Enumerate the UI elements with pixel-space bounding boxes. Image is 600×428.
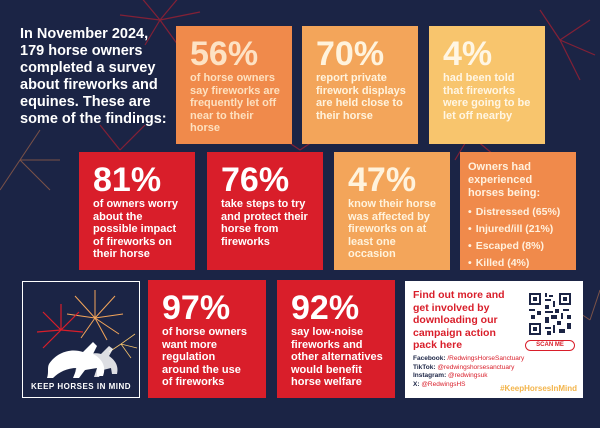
campaign-hashtag: #KeepHorsesInMind [500, 384, 577, 393]
stat-text: of horse owners want more regulation aro… [162, 326, 247, 388]
experienced-tile: Owners had experienced horses being: Dis… [460, 152, 576, 270]
call-to-action-box: Find out more and get involved by downlo… [405, 281, 583, 398]
scan-me-badge: SCAN ME [525, 340, 575, 351]
x-label: X: [413, 380, 420, 388]
list-item: Killed (4%) [468, 255, 568, 270]
stat-text: know their horse was affected by firewor… [348, 198, 437, 260]
stat-tile-47: 47% know their horse was affected by fir… [334, 152, 450, 270]
stat-text: take steps to try and protect their hors… [221, 198, 308, 248]
stat-text: of horse owners say fireworks are freque… [190, 72, 280, 134]
intro-text: In November 2024, 179 horse owners compl… [20, 26, 167, 127]
social-links: Facebook: /RedwingsHorseSanctuary TikTok… [413, 355, 583, 389]
stat-value: 56% [190, 35, 259, 73]
instagram-line[interactable]: Instagram: @redwingsuk [413, 372, 583, 381]
stat-value: 47% [348, 161, 417, 199]
tiktok-label: TikTok: [413, 363, 436, 371]
list-item: Escaped (8%) [468, 238, 568, 255]
stat-tile-92: 92% say low-noise fireworks and other al… [277, 280, 395, 398]
stat-text: of owners worry about the possible impac… [93, 198, 178, 260]
logo-caption: KEEP HORSES IN MIND [30, 382, 132, 391]
firework-horse-icon [36, 290, 138, 378]
stat-value: 81% [93, 161, 162, 199]
stat-tile-81: 81% of owners worry about the possible i… [79, 152, 195, 270]
experienced-list: Distressed (65%) Injured/ill (21%) Escap… [468, 204, 568, 270]
list-item: Distressed (65%) [468, 204, 568, 221]
facebook-label: Facebook: [413, 355, 446, 362]
instagram-handle: @redwingsuk [448, 372, 488, 379]
stat-text: had been told that fireworks were going … [443, 72, 531, 122]
stat-value: 76% [221, 161, 290, 199]
cta-heading: Find out more and get involved by downlo… [413, 289, 505, 351]
campaign-logo: KEEP HORSES IN MIND [22, 281, 140, 398]
x-handle: @RedwingsHS [421, 380, 466, 388]
x-line[interactable]: X: @RedwingsHS [413, 381, 583, 390]
stat-value: 92% [291, 289, 360, 327]
stat-tile-70: 70% report private firework displays are… [302, 26, 418, 144]
stat-value: 97% [162, 289, 231, 327]
stat-value: 70% [316, 35, 385, 73]
facebook-handle: /RedwingsHorseSanctuary [447, 355, 525, 362]
tiktok-handle: @redwingshorsesanctuary [437, 363, 515, 371]
stat-value: 4% [443, 35, 493, 73]
instagram-label: Instagram: [413, 372, 447, 379]
qr-code-icon[interactable] [527, 291, 573, 337]
stat-tile-56: 56% of horse owners say fireworks are fr… [176, 26, 292, 144]
stat-tile-76: 76% take steps to try and protect their … [207, 152, 323, 270]
stat-text: report private firework displays are hel… [316, 72, 406, 122]
facebook-line[interactable]: Facebook: /RedwingsHorseSanctuary [413, 355, 583, 364]
stat-text: say low-noise fireworks and other altern… [291, 326, 383, 388]
experienced-heading: Owners had experienced horses being: [468, 161, 541, 199]
tiktok-line[interactable]: TikTok: @redwingshorsesanctuary [413, 364, 583, 373]
stat-tile-4: 4% had been told that fireworks were goi… [429, 26, 545, 144]
list-item: Injured/ill (21%) [468, 221, 568, 238]
stat-tile-97: 97% of horse owners want more regulation… [148, 280, 266, 398]
